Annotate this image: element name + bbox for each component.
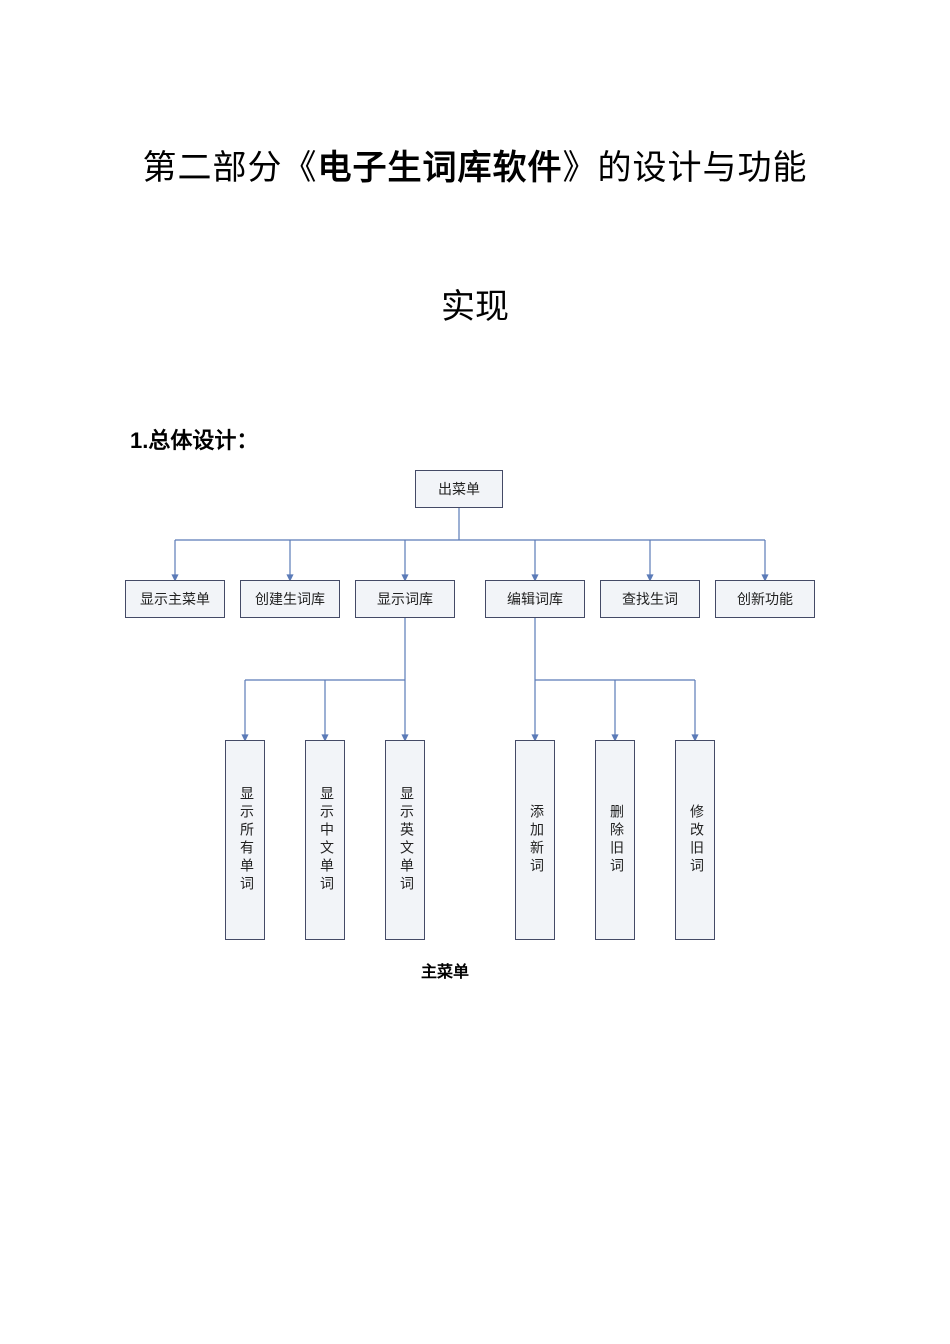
tree-node-l1c: 显示词库 [355, 580, 455, 618]
tree-node-l2f: 修改旧词 [675, 740, 715, 940]
title-prefix: 第二部分《 [143, 150, 318, 187]
title-suffix: 》的设计与功能 [563, 150, 808, 187]
tree-node-l1e: 查找生词 [600, 580, 700, 618]
tree-node-l2b: 显示中文单词 [305, 740, 345, 940]
tree-node-root: 出菜单 [415, 470, 503, 508]
tree-node-l2a: 显示所有单词 [225, 740, 265, 940]
title-bold-part: 电子生词库软件 [318, 150, 563, 187]
document-title: 第二部分《电子生词库软件》的设计与功能 实现 [0, 0, 950, 328]
tree-diagram: 主菜单 出菜单显示主菜单创建生词库显示词库编辑词库查找生词创新功能显示所有单词显… [125, 450, 825, 1030]
title-line-2: 实现 [0, 279, 950, 328]
tree-node-l2c: 显示英文单词 [385, 740, 425, 940]
title-line-1: 第二部分《电子生词库软件》的设计与功能 [0, 140, 950, 189]
diagram-caption: 主菜单 [421, 958, 469, 982]
tree-node-l1d: 编辑词库 [485, 580, 585, 618]
tree-node-l2e: 删除旧词 [595, 740, 635, 940]
tree-node-l1b: 创建生词库 [240, 580, 340, 618]
tree-node-l2d: 添加新词 [515, 740, 555, 940]
tree-node-l1f: 创新功能 [715, 580, 815, 618]
tree-node-l1a: 显示主菜单 [125, 580, 225, 618]
